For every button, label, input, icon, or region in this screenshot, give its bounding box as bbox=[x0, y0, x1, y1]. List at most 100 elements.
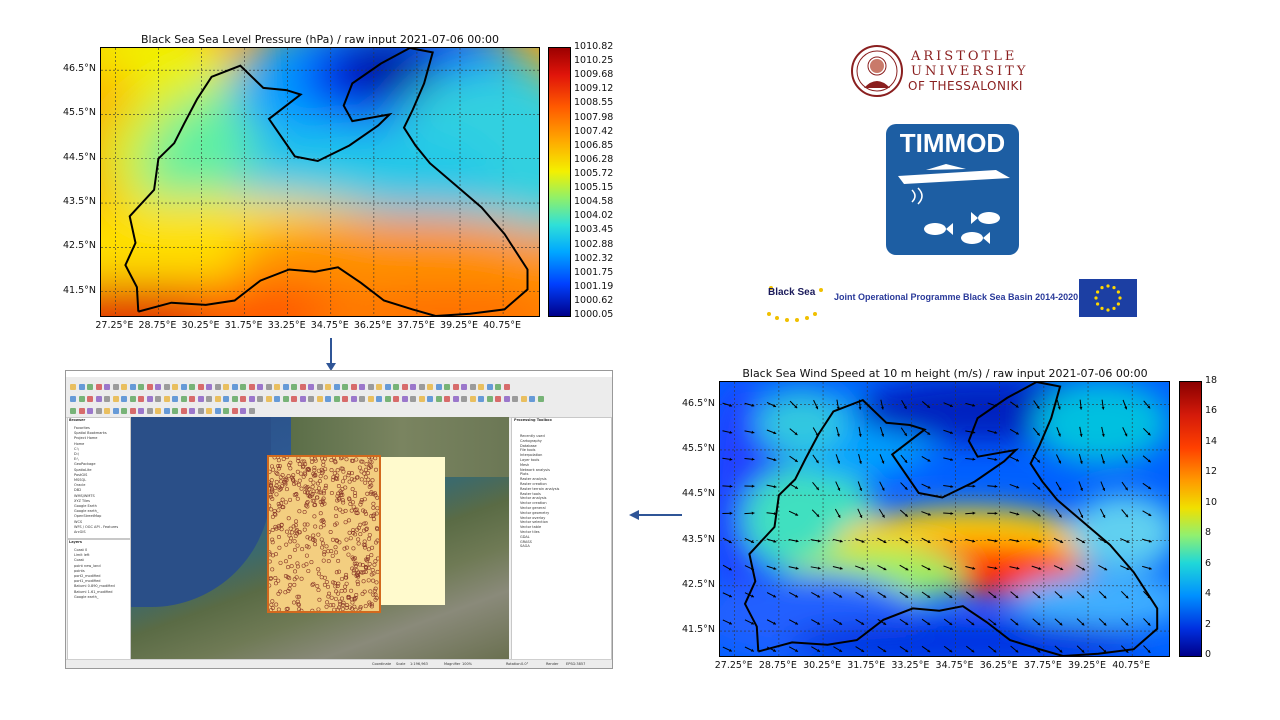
toolbar-button-icon[interactable] bbox=[155, 384, 161, 390]
toolbar-button-icon[interactable] bbox=[410, 384, 416, 390]
toolbar-button-icon[interactable] bbox=[197, 396, 204, 402]
toolbar-button-icon[interactable] bbox=[146, 384, 153, 390]
toolbar-button-icon[interactable] bbox=[172, 396, 178, 402]
toolbar-button-icon[interactable] bbox=[503, 396, 510, 402]
toolbar-button-icon[interactable] bbox=[95, 408, 102, 414]
toolbar-button-icon[interactable] bbox=[325, 384, 331, 390]
toolbar-button-icon[interactable] bbox=[435, 384, 442, 390]
toolbar-button-icon[interactable] bbox=[299, 396, 306, 402]
toolbar-button-icon[interactable] bbox=[129, 408, 136, 414]
toolbar-button-icon[interactable] bbox=[350, 384, 357, 390]
toolbar-button-icon[interactable] bbox=[282, 384, 289, 390]
toolbar-button-icon[interactable] bbox=[333, 396, 340, 402]
toolbar-button-icon[interactable] bbox=[299, 384, 306, 390]
toolbar-button-icon[interactable] bbox=[342, 384, 348, 390]
toolbar-button-icon[interactable] bbox=[231, 396, 238, 402]
toolbar-button-icon[interactable] bbox=[163, 384, 170, 390]
toolbar-button-icon[interactable] bbox=[316, 384, 323, 390]
toolbar-button-icon[interactable] bbox=[308, 396, 314, 402]
toolbar-button-icon[interactable] bbox=[478, 384, 484, 390]
toolbar-button-icon[interactable] bbox=[121, 396, 127, 402]
toolbar-button-icon[interactable] bbox=[214, 384, 221, 390]
toolbar-button-icon[interactable] bbox=[427, 384, 433, 390]
toolbar-button-icon[interactable] bbox=[537, 396, 544, 402]
toolbar-button-icon[interactable] bbox=[240, 408, 246, 414]
toolbar-button-icon[interactable] bbox=[410, 396, 416, 402]
toolbar-button-icon[interactable] bbox=[146, 408, 153, 414]
toolbar-button-icon[interactable] bbox=[155, 408, 161, 414]
toolbar-button-icon[interactable] bbox=[418, 384, 425, 390]
toolbar-button-icon[interactable] bbox=[452, 396, 459, 402]
toolbar-button-icon[interactable] bbox=[78, 408, 85, 414]
toolbar-button-icon[interactable] bbox=[257, 384, 263, 390]
toolbar-button-icon[interactable] bbox=[172, 384, 178, 390]
toolbar-button-icon[interactable] bbox=[384, 384, 391, 390]
toolbar-button-icon[interactable] bbox=[138, 384, 144, 390]
toolbar-button-icon[interactable] bbox=[206, 408, 212, 414]
toolbar-button-icon[interactable] bbox=[180, 408, 187, 414]
toolbar-button-icon[interactable] bbox=[248, 384, 255, 390]
toolbar-button-icon[interactable] bbox=[129, 396, 136, 402]
toolbar-button-icon[interactable] bbox=[469, 396, 476, 402]
toolbar-button-icon[interactable] bbox=[121, 384, 127, 390]
toolbar-button-icon[interactable] bbox=[180, 396, 187, 402]
toolbar-button-icon[interactable] bbox=[214, 396, 221, 402]
toolbar-button-icon[interactable] bbox=[274, 396, 280, 402]
toolbar-button-icon[interactable] bbox=[291, 396, 297, 402]
toolbar-button-icon[interactable] bbox=[172, 408, 178, 414]
toolbar-button-icon[interactable] bbox=[444, 396, 450, 402]
toolbar-button-icon[interactable] bbox=[401, 396, 408, 402]
toolbar-button-icon[interactable] bbox=[282, 396, 289, 402]
toolbar-button-icon[interactable] bbox=[214, 408, 221, 414]
toolbar-button-icon[interactable] bbox=[163, 396, 170, 402]
toolbar-button-icon[interactable] bbox=[197, 384, 204, 390]
toolbar-button-icon[interactable] bbox=[163, 408, 170, 414]
toolbar-button-icon[interactable] bbox=[376, 396, 382, 402]
toolbar-button-icon[interactable] bbox=[452, 384, 459, 390]
toolbar-button-icon[interactable] bbox=[418, 396, 425, 402]
toolbar-button-icon[interactable] bbox=[104, 384, 110, 390]
toolbar-button-icon[interactable] bbox=[248, 408, 255, 414]
toolbar-button-icon[interactable] bbox=[257, 396, 263, 402]
toolbar-button-icon[interactable] bbox=[95, 396, 102, 402]
toolbar-button-icon[interactable] bbox=[265, 396, 272, 402]
toolbar-button-icon[interactable] bbox=[393, 396, 399, 402]
toolbar-button-icon[interactable] bbox=[189, 396, 195, 402]
toolbar-button-icon[interactable] bbox=[342, 396, 348, 402]
toolbar-button-icon[interactable] bbox=[223, 384, 229, 390]
toolbar-button-icon[interactable] bbox=[138, 408, 144, 414]
toolbar-button-icon[interactable] bbox=[129, 384, 136, 390]
toolbar-button-icon[interactable] bbox=[112, 408, 119, 414]
toolbar-button-icon[interactable] bbox=[121, 408, 127, 414]
toolbar-button-icon[interactable] bbox=[469, 384, 476, 390]
toolbar-button-icon[interactable] bbox=[444, 384, 450, 390]
toolbar-button-icon[interactable] bbox=[359, 384, 365, 390]
toolbar-button-icon[interactable] bbox=[529, 396, 535, 402]
toolbar-button-icon[interactable] bbox=[155, 396, 161, 402]
toolbar-button-icon[interactable] bbox=[223, 408, 229, 414]
toolbar-button-icon[interactable] bbox=[197, 408, 204, 414]
toolbar-button-icon[interactable] bbox=[308, 384, 314, 390]
toolbar-button-icon[interactable] bbox=[206, 396, 212, 402]
toolbar-button-icon[interactable] bbox=[87, 396, 93, 402]
toolbar-button-icon[interactable] bbox=[223, 396, 229, 402]
toolbar-button-icon[interactable] bbox=[393, 384, 399, 390]
toolbar-button-icon[interactable] bbox=[87, 384, 93, 390]
toolbar-button-icon[interactable] bbox=[478, 396, 484, 402]
toolbar-button-icon[interactable] bbox=[265, 384, 272, 390]
toolbar-button-icon[interactable] bbox=[87, 408, 93, 414]
toolbar-button-icon[interactable] bbox=[486, 396, 493, 402]
toolbar-button-icon[interactable] bbox=[146, 396, 153, 402]
toolbar-button-icon[interactable] bbox=[461, 396, 467, 402]
toolbar-button-icon[interactable] bbox=[367, 384, 374, 390]
toolbar-button-icon[interactable] bbox=[512, 396, 518, 402]
toolbar-button-icon[interactable] bbox=[240, 396, 246, 402]
toolbar-button-icon[interactable] bbox=[350, 396, 357, 402]
toolbar-button-icon[interactable] bbox=[520, 396, 527, 402]
toolbar-button-icon[interactable] bbox=[104, 408, 110, 414]
toolbar-button-icon[interactable] bbox=[206, 384, 212, 390]
toolbar-button-icon[interactable] bbox=[231, 384, 238, 390]
toolbar-button-icon[interactable] bbox=[180, 384, 187, 390]
toolbar-button-icon[interactable] bbox=[104, 396, 110, 402]
toolbar-button-icon[interactable] bbox=[461, 384, 467, 390]
